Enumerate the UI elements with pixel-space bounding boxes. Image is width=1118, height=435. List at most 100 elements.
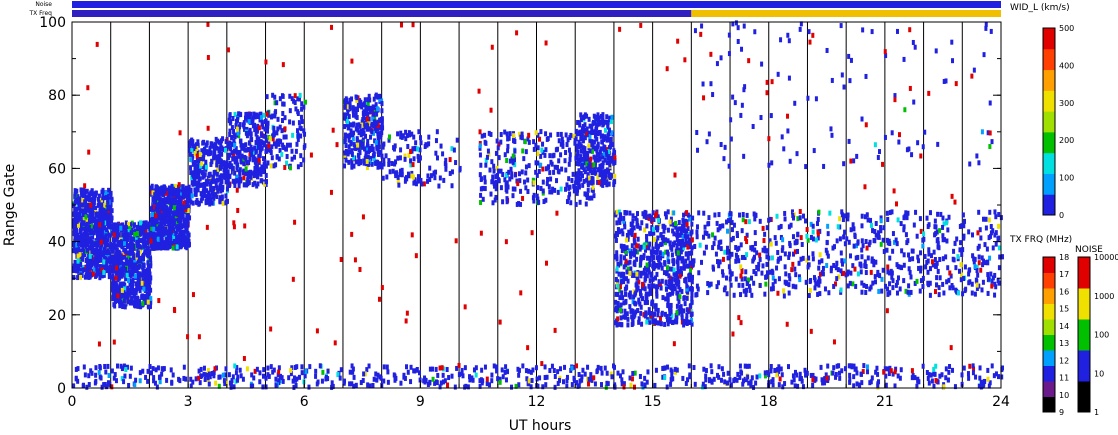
data-point — [343, 115, 347, 121]
data-point — [78, 222, 82, 228]
data-point — [886, 264, 890, 270]
data-point — [511, 159, 515, 165]
data-point — [624, 298, 628, 304]
data-point — [623, 224, 627, 230]
data-point — [392, 146, 396, 152]
data-point — [645, 223, 649, 229]
data-point — [550, 189, 554, 195]
data-point — [676, 275, 680, 281]
data-point — [192, 174, 196, 180]
data-point — [253, 159, 257, 165]
data-point — [959, 262, 963, 268]
data-point — [515, 178, 519, 184]
data-point — [567, 161, 571, 167]
data-point — [617, 209, 621, 215]
data-point — [626, 260, 630, 266]
data-point — [679, 243, 683, 249]
data-point — [624, 313, 628, 319]
data-point — [191, 161, 195, 167]
data-point — [233, 159, 237, 165]
data-point — [190, 193, 194, 199]
data-point — [141, 270, 145, 276]
data-point — [579, 148, 583, 154]
data-point — [109, 241, 113, 247]
data-point — [351, 108, 355, 114]
data-point — [596, 151, 600, 157]
data-point — [519, 188, 523, 194]
data-point — [702, 250, 706, 256]
data-point — [524, 149, 528, 155]
data-point — [146, 253, 150, 259]
data-point — [614, 299, 618, 305]
data-point — [632, 289, 636, 295]
data-point — [347, 114, 351, 120]
data-point — [789, 222, 793, 228]
data-point — [257, 136, 261, 142]
data-point — [682, 242, 686, 248]
data-point — [867, 242, 871, 248]
data-point — [245, 160, 249, 166]
data-point — [111, 229, 115, 235]
data-point — [81, 208, 85, 214]
data-point — [79, 248, 83, 254]
data-point — [824, 247, 828, 253]
data-point — [88, 265, 92, 271]
data-point — [160, 217, 164, 223]
data-point — [573, 140, 577, 146]
data-point — [651, 246, 655, 252]
data-point — [139, 255, 143, 261]
data-point — [941, 224, 945, 230]
data-point — [590, 195, 594, 201]
data-point — [229, 146, 233, 152]
data-point — [666, 265, 670, 271]
data-point — [344, 157, 348, 163]
data-point — [648, 213, 652, 219]
data-point — [576, 172, 580, 178]
data-point — [616, 291, 620, 297]
data-point — [714, 251, 718, 257]
data-point — [739, 292, 743, 298]
data-point — [195, 184, 199, 190]
data-point — [174, 231, 178, 237]
data-point — [343, 139, 347, 145]
data-point — [253, 145, 257, 151]
data-point — [977, 209, 981, 215]
data-point — [674, 220, 678, 226]
data-point — [149, 260, 153, 266]
data-point — [256, 144, 260, 150]
data-point — [635, 256, 639, 262]
data-point — [240, 145, 244, 151]
data-point — [350, 96, 354, 102]
data-point — [121, 232, 125, 238]
data-point — [100, 228, 104, 234]
data-point — [675, 232, 679, 238]
data-point — [478, 129, 482, 135]
data-point — [765, 270, 769, 276]
data-point — [129, 222, 133, 228]
data-point — [631, 318, 635, 324]
data-point — [895, 290, 899, 296]
data-point — [631, 299, 635, 305]
data-point — [127, 299, 131, 305]
data-point — [121, 293, 125, 299]
data-point — [684, 237, 688, 243]
data-point — [122, 285, 126, 291]
data-point — [679, 266, 683, 272]
data-point — [755, 264, 759, 270]
data-point — [577, 131, 581, 137]
data-point — [239, 138, 243, 144]
data-point — [941, 256, 945, 262]
data-point — [555, 164, 559, 170]
data-point — [680, 312, 684, 318]
data-point — [183, 239, 187, 245]
data-point — [74, 199, 78, 205]
data-point — [254, 139, 258, 145]
data-point — [361, 127, 365, 133]
data-point — [142, 272, 146, 278]
data-point — [798, 215, 802, 221]
data-point — [72, 231, 76, 237]
data-point — [101, 232, 105, 238]
data-point — [186, 207, 190, 213]
data-point — [503, 152, 507, 158]
data-point — [902, 278, 906, 284]
